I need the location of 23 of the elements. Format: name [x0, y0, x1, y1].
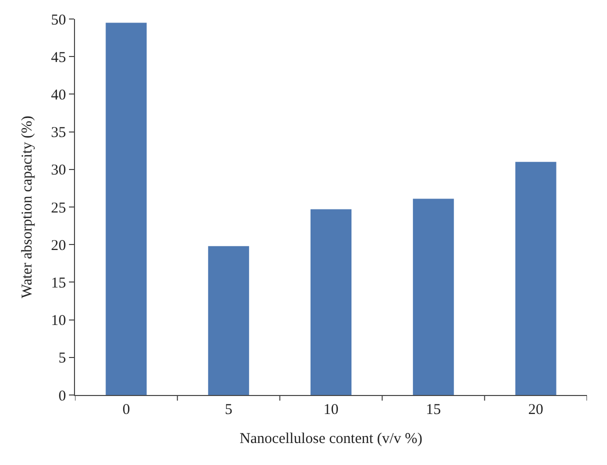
y-tick-label: 25: [51, 200, 66, 216]
y-tick-label: 10: [51, 313, 66, 330]
bar: [106, 22, 147, 395]
y-tick-label: 15: [51, 275, 66, 292]
x-tick-label: 10: [324, 402, 338, 418]
bar: [310, 209, 352, 395]
y-tick-label: 40: [51, 87, 66, 104]
x-tick-label: 15: [426, 402, 441, 418]
y-tick-label: 30: [51, 162, 66, 179]
y-axis-title: Water absorption capacity (%): [19, 116, 36, 298]
y-tick-label: 5: [58, 350, 66, 367]
x-tick-label: 0: [122, 402, 130, 418]
x-tick-label: 20: [528, 402, 544, 418]
bar: [208, 246, 250, 395]
x-axis-title: Nanocellulose content (v/v %): [240, 431, 422, 447]
y-tick-label: 50: [51, 12, 66, 28]
y-tick-label: 20: [51, 238, 66, 254]
x-tick-label: 5: [224, 402, 232, 418]
bar: [515, 162, 556, 395]
bar: [412, 198, 454, 395]
y-tick-label: 45: [51, 50, 66, 66]
y-tick-label: 0: [58, 388, 66, 404]
y-tick-label: 35: [51, 125, 66, 142]
